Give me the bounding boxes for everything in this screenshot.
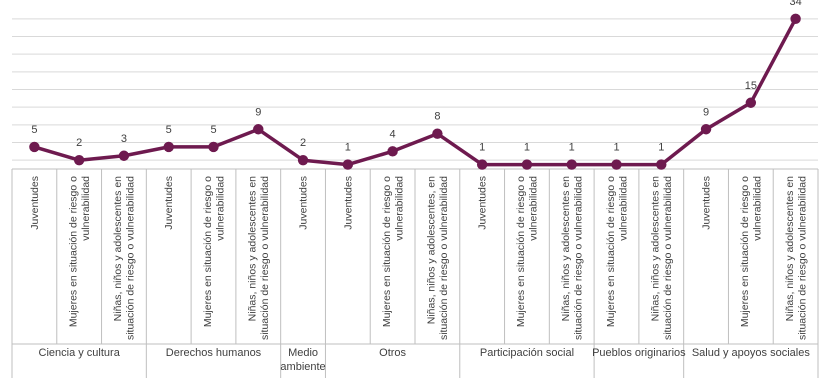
data-point (611, 159, 622, 170)
category-label: Mujeres en situación de riesgo ovulnerab… (202, 176, 227, 327)
group-label: Medio ambiente (280, 347, 325, 373)
data-label: 4 (390, 128, 396, 140)
data-label: 2 (76, 137, 82, 149)
data-point (118, 150, 130, 161)
data-point (297, 154, 309, 166)
category-label: Juventudes (477, 176, 489, 230)
data-label: 9 (703, 106, 709, 118)
data-label: 1 (345, 142, 351, 154)
category-label: Juventudes (163, 176, 175, 230)
data-label: 5 (31, 124, 37, 136)
data-point (656, 159, 667, 170)
data-label: 1 (658, 142, 664, 154)
group-label: Pueblos originarios (592, 347, 686, 359)
data-label: 1 (569, 142, 575, 154)
category-label: Mujeres en situación de riesgo ovulnerab… (67, 176, 92, 327)
data-point (521, 159, 533, 170)
data-label: 2 (300, 137, 306, 149)
data-label: 9 (255, 106, 261, 118)
data-label: 34 (789, 0, 801, 8)
group-label: Otros (379, 347, 406, 359)
data-point (342, 159, 354, 170)
series-line-layer (32, 17, 798, 167)
series-line (32, 17, 798, 167)
category-label: Mujeres en situación de riesgo ovulnerab… (739, 176, 764, 327)
data-point (387, 146, 398, 157)
data-point (432, 128, 443, 139)
category-label: Niñas, niños y adolescentes ensituación … (112, 176, 137, 340)
data-point (208, 141, 219, 153)
data-label: 5 (166, 124, 172, 136)
data-point (790, 13, 801, 25)
category-label: Mujeres en situación de riesgo ovulnerab… (515, 176, 540, 327)
data-label: 1 (613, 142, 619, 154)
category-label: Niñas, niños y adolescentes ensituación … (650, 176, 675, 340)
category-label: Niñas, niños y adolescentes, ensituación… (426, 176, 451, 340)
category-label: Mujeres en situación de riesgo ovulnerab… (381, 176, 406, 327)
data-label: 5 (210, 124, 216, 136)
category-label: Juventudes (298, 176, 310, 230)
data-point (163, 141, 174, 153)
data-label: 8 (434, 111, 440, 123)
category-labels: Juventudes Mujeres en situación de riesgo… (29, 176, 808, 340)
gridlines (12, 18, 818, 161)
data-labels: 5 2 3 5 5 9 2 1 4 8 1 1 1 1 1 9 15 34 (31, 0, 801, 154)
data-label: 1 (479, 142, 485, 154)
group-label: Ciencia y cultura (39, 347, 121, 359)
data-point (700, 124, 712, 135)
group-label: Derechos humanos (166, 347, 262, 359)
category-label: Niñas, niños y adolescentes ensituación … (560, 176, 585, 340)
data-point (29, 141, 40, 153)
data-label: 15 (745, 80, 757, 92)
data-point (745, 97, 757, 108)
category-separators (11, 168, 819, 378)
group-label: Participación social (480, 347, 574, 359)
data-point (253, 124, 264, 135)
group-labels: Ciencia y cultura Derechos humanos Medio am… (39, 347, 811, 373)
category-label: Niñas, niños y adolescentes ensituación … (247, 176, 272, 340)
category-label: Juventudes (342, 176, 354, 230)
data-label: 1 (524, 142, 530, 154)
category-label: Juventudes (701, 176, 713, 230)
group-label: Salud y apoyos sociales (692, 347, 811, 359)
data-point (73, 154, 85, 166)
data-points (29, 13, 801, 170)
category-label: Niñas, niños y adolescentes ensituación … (784, 176, 809, 340)
data-point (566, 159, 577, 170)
data-point (476, 159, 488, 170)
category-label: Juventudes (29, 176, 41, 230)
category-label: Mujeres en situación de riesgo ovulnerab… (605, 176, 630, 327)
data-label: 3 (121, 133, 127, 145)
